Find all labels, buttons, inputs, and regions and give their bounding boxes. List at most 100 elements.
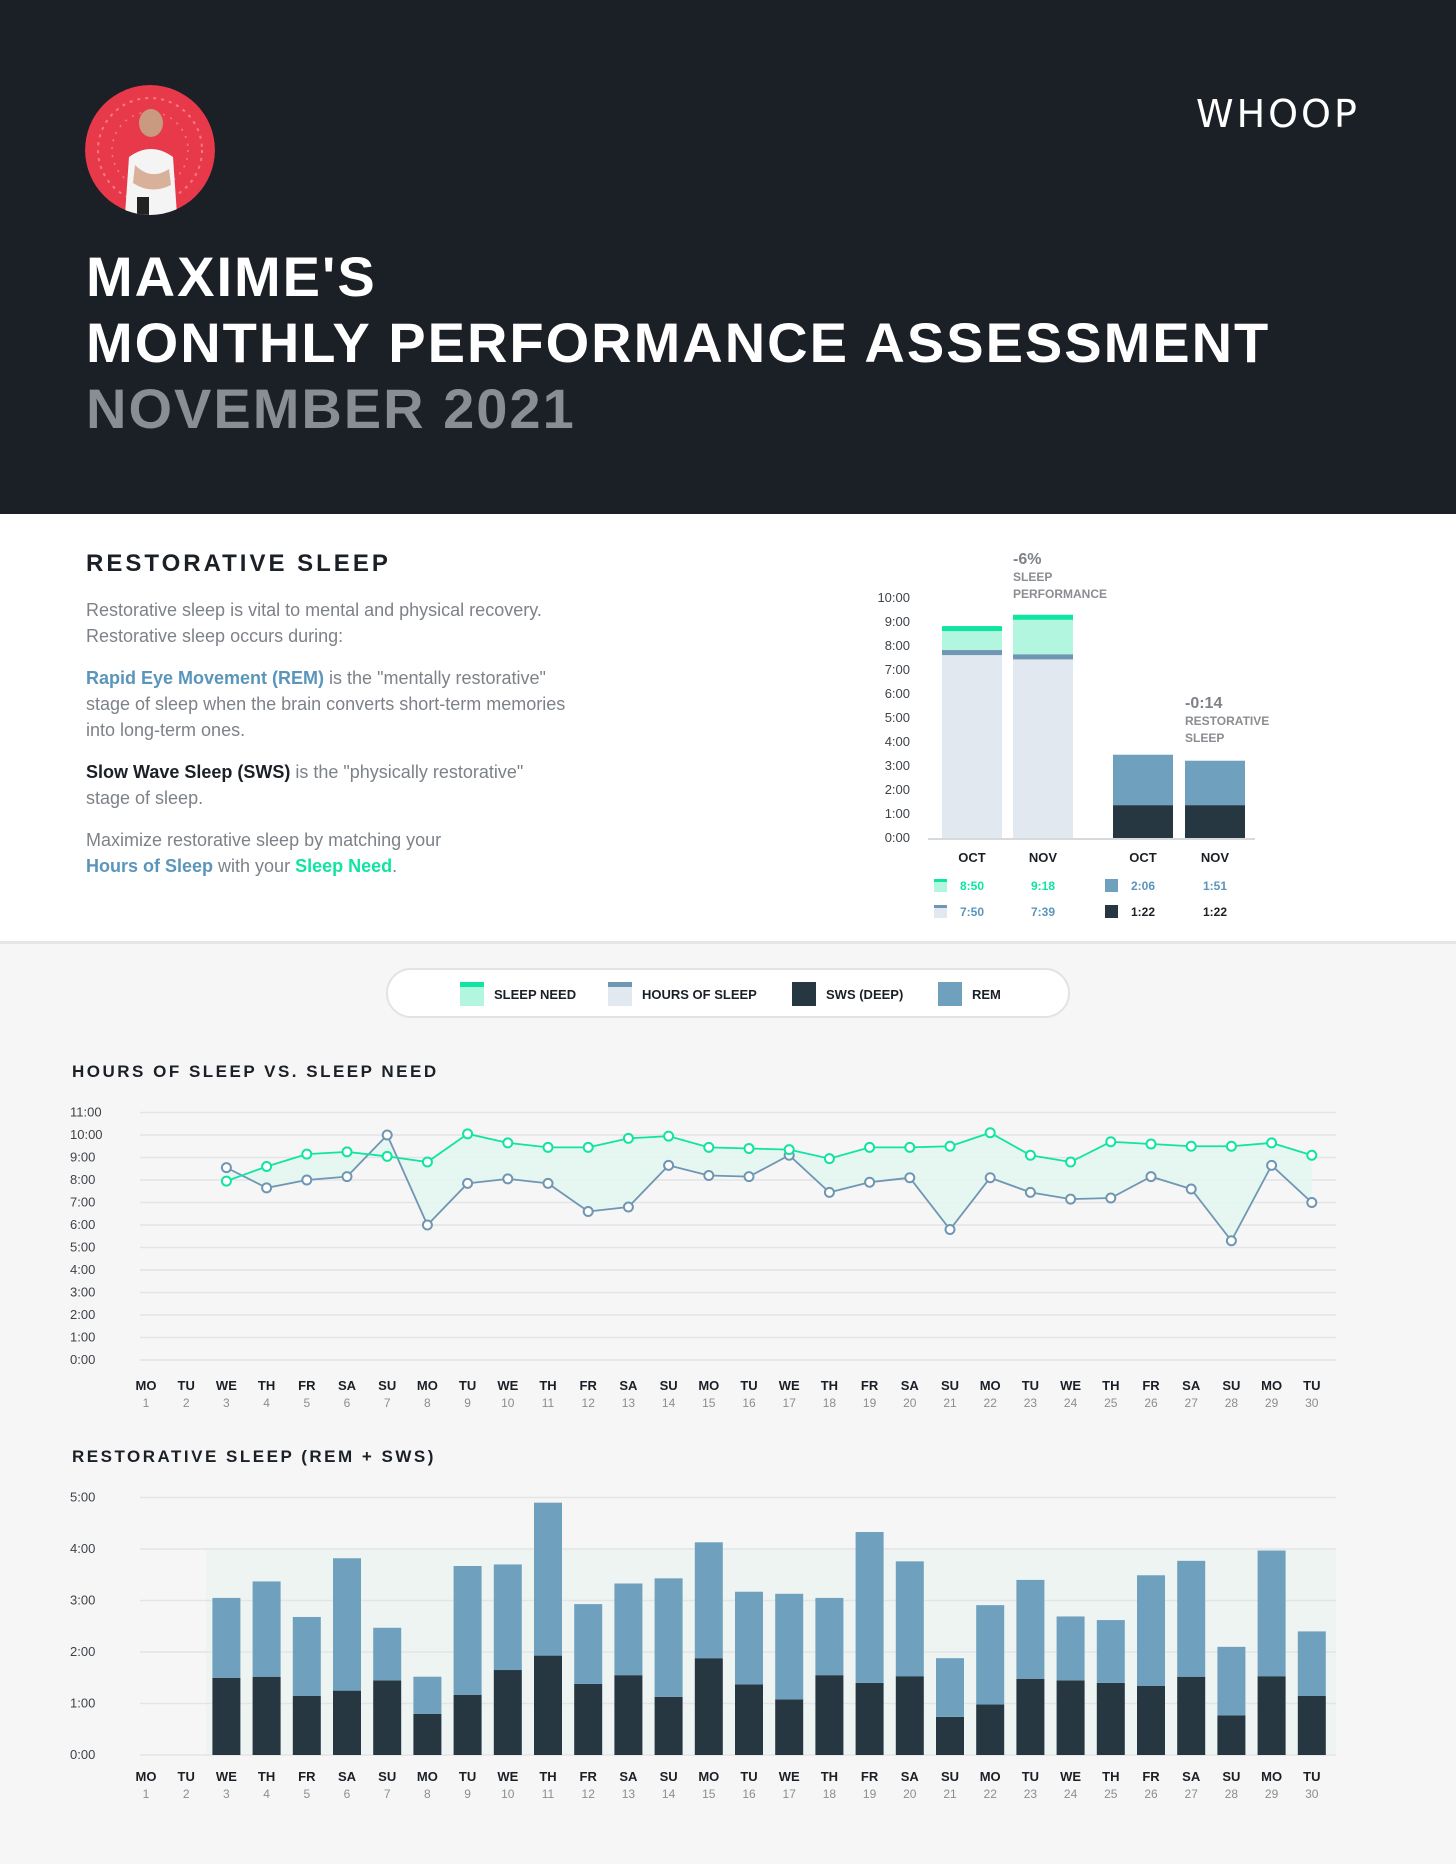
y-tick-label: 0:00 [885, 830, 910, 845]
x-day-label: MO [1261, 1769, 1282, 1784]
sws-value: 1:22 [1131, 905, 1155, 919]
x-day-label: TU [178, 1378, 195, 1393]
x-date-label: 18 [823, 1787, 837, 1801]
y-tick-label: 11:00 [70, 1105, 102, 1120]
hours-term: Hours of Sleep [86, 856, 214, 876]
x-day-label: SA [338, 1378, 357, 1393]
sleep-need-line [226, 1131, 1313, 1182]
legend-sleep-need: SLEEP NEED [460, 982, 576, 1006]
y-tick-label: 10:00 [70, 1127, 103, 1142]
hours-point [1065, 1193, 1077, 1205]
hours-point [984, 1172, 996, 1184]
rem-bar [1096, 1620, 1125, 1683]
rem-bar [1257, 1550, 1286, 1677]
x-date-label: 20 [903, 1787, 917, 1801]
x-date-label: 3 [223, 1787, 230, 1801]
x-day-label: TH [1102, 1378, 1119, 1393]
x-day-label: TH [821, 1378, 838, 1393]
y-tick-label: 7:00 [885, 662, 910, 677]
y-tick-label: 4:00 [885, 734, 910, 749]
y-tick-label: 0:00 [70, 1352, 95, 1367]
x-date-label: 28 [1225, 1396, 1239, 1410]
hours-point [421, 1219, 433, 1231]
x-day-label: TH [258, 1769, 275, 1784]
sleep-need-point [1105, 1136, 1117, 1148]
x-day-label: SU [378, 1378, 396, 1393]
hours-point [1185, 1183, 1197, 1195]
brand-logo: WHOOP [1196, 92, 1360, 136]
x-date-label: 26 [1144, 1787, 1158, 1801]
sws-bar [976, 1704, 1005, 1755]
x-day-label: WE [779, 1769, 800, 1784]
x-date-label: 27 [1185, 1787, 1199, 1801]
x-date-label: 10 [501, 1787, 515, 1801]
x-date-label: 26 [1144, 1396, 1158, 1410]
rem-term: Rapid Eye Movement (REM) [86, 668, 325, 688]
x-day-label: SA [901, 1378, 920, 1393]
x-date-label: 19 [863, 1787, 877, 1801]
x-date-label: 5 [303, 1396, 310, 1410]
hours-point [341, 1171, 353, 1183]
x-date-label: 3 [223, 1396, 230, 1410]
hours-bar [942, 650, 1002, 838]
rem-bar [333, 1558, 361, 1691]
rem-bar [1113, 754, 1173, 806]
rem-bar [212, 1597, 241, 1678]
x-day-label: TU [1022, 1769, 1039, 1784]
x-day-label: SA [619, 1769, 638, 1784]
hours-point [1145, 1171, 1157, 1183]
x-day-label: SU [1222, 1769, 1240, 1784]
x-date-label: 21 [943, 1396, 957, 1410]
sleep-need-swatch [934, 879, 947, 892]
x-date-label: 14 [662, 1396, 676, 1410]
sws-bar [1096, 1682, 1125, 1755]
x-day-label: MO [1261, 1378, 1282, 1393]
sleep-need-swatch-cap [934, 879, 947, 882]
y-tick-label: 9:00 [885, 614, 910, 629]
category-label: NOV [1201, 850, 1230, 865]
sws-bar [333, 1690, 361, 1755]
x-date-label: 18 [823, 1396, 837, 1410]
x-date-label: 27 [1185, 1396, 1199, 1410]
hours-point [261, 1182, 273, 1194]
x-date-label: 15 [702, 1787, 716, 1801]
x-date-label: 19 [863, 1396, 877, 1410]
x-day-label: TU [459, 1769, 476, 1784]
y-tick-label: 5:00 [70, 1240, 95, 1255]
page-title-line2: MONTHLY PERFORMANCE ASSESSMENT [86, 311, 1271, 374]
x-day-label: MO [136, 1769, 157, 1784]
x-date-label: 9 [464, 1396, 471, 1410]
x-date-label: 30 [1305, 1787, 1319, 1801]
sleep-need-point [1145, 1138, 1157, 1150]
hours-point [823, 1186, 835, 1198]
hours-value: 7:39 [1031, 905, 1055, 919]
sws-bar [493, 1670, 522, 1755]
x-day-label: WE [216, 1378, 237, 1393]
x-date-label: 15 [702, 1396, 716, 1410]
restorative-delta-label: RESTORATIVE [1185, 714, 1269, 728]
x-date-label: 2 [183, 1396, 190, 1410]
y-tick-label: 5:00 [70, 1490, 95, 1505]
x-date-label: 11 [542, 1787, 555, 1801]
rem-bar [493, 1564, 522, 1671]
hours-vs-need-chart: 11:0010:009:008:007:006:005:004:003:002:… [70, 1105, 1336, 1410]
x-day-label: MO [417, 1378, 438, 1393]
x-day-label: MO [136, 1378, 157, 1393]
rem-bar [453, 1565, 482, 1695]
hours-swatch-cap [934, 905, 947, 908]
sws-bar [936, 1716, 964, 1755]
category-label: OCT [1129, 850, 1157, 865]
x-day-label: SA [338, 1769, 357, 1784]
sleep-need-term: Sleep Need [295, 856, 393, 876]
x-date-label: 16 [742, 1396, 756, 1410]
sleep-need-point [341, 1146, 353, 1158]
sws-bar [1297, 1695, 1326, 1755]
y-tick-label: 1:00 [885, 806, 910, 821]
header-banner: WHOOP MAXIME'S MONTHLY PERFORMANCE ASSES… [0, 0, 1456, 514]
sleep-need-value: 8:50 [960, 879, 984, 893]
hours-line [225, 1133, 1313, 1243]
x-date-label: 22 [984, 1396, 998, 1410]
x-date-label: 25 [1104, 1787, 1118, 1801]
hours-point [542, 1177, 554, 1189]
x-day-label: TU [1303, 1769, 1320, 1784]
